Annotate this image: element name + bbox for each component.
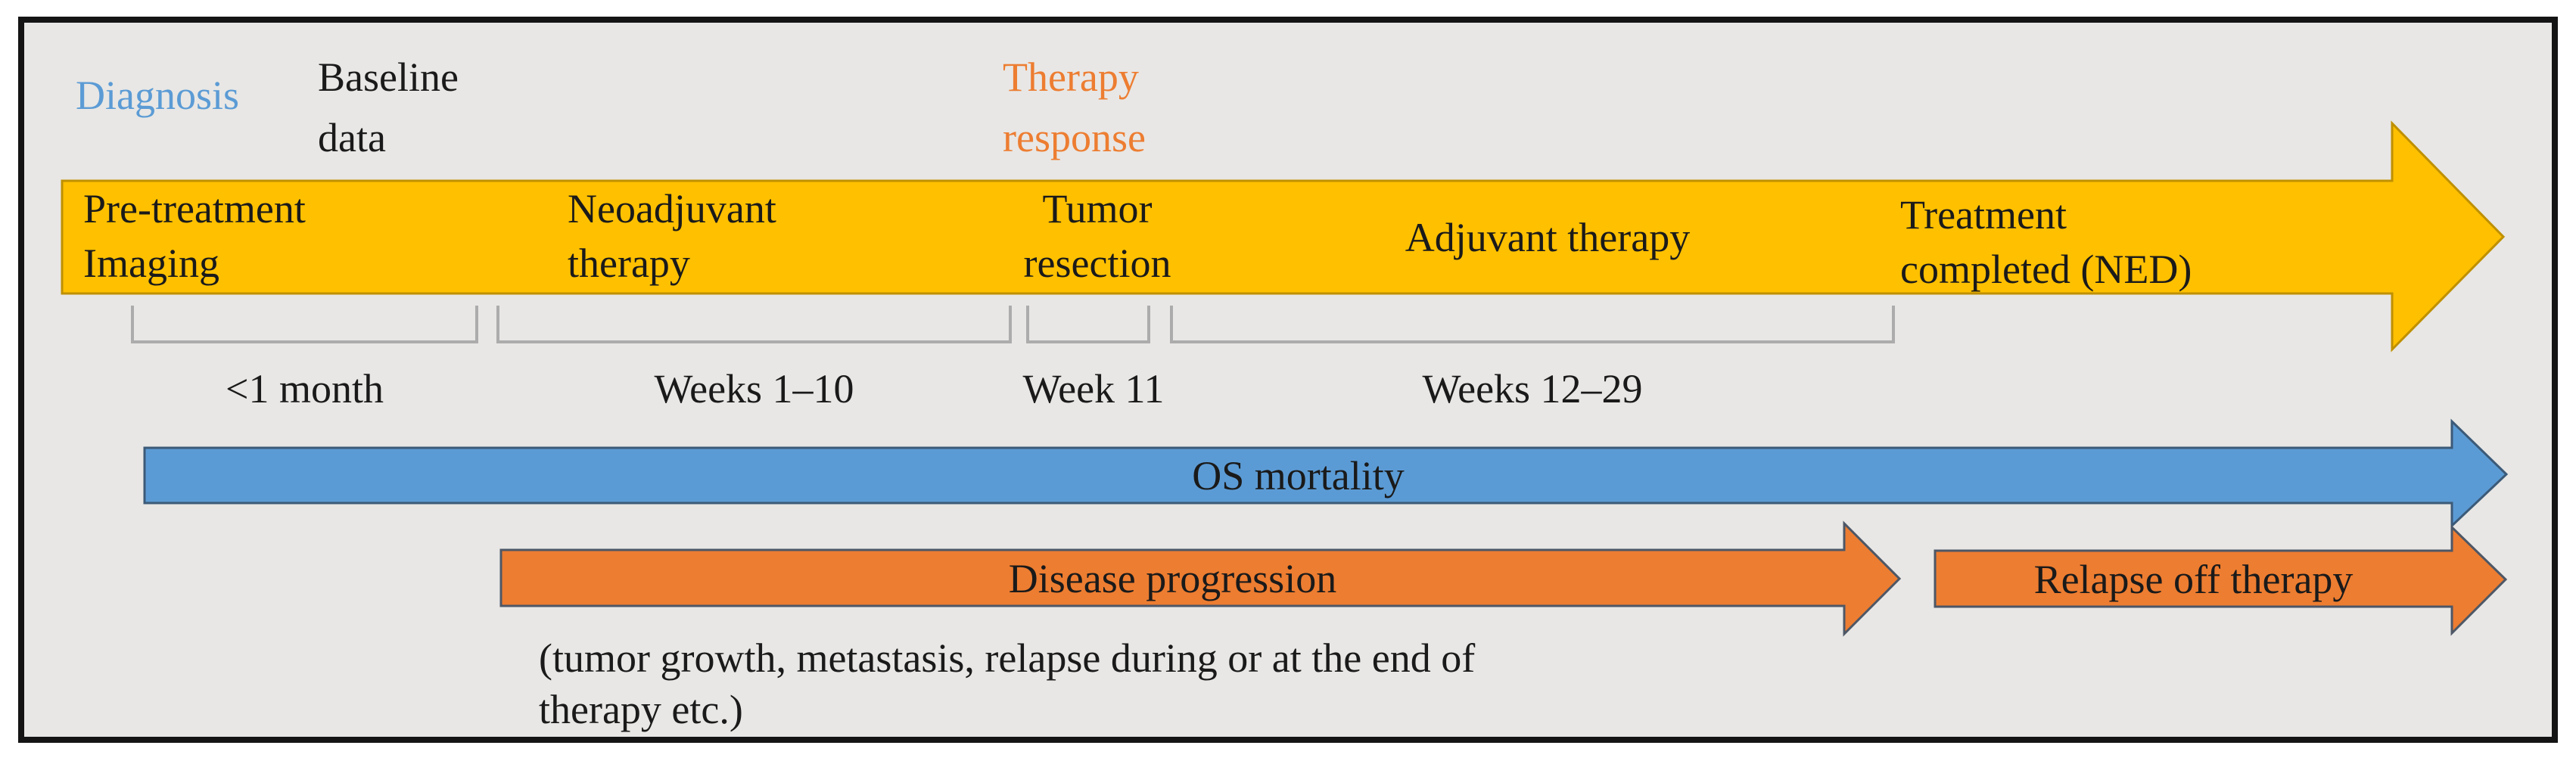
stage-adjuvant-therapy-label: Adjuvant therapy <box>1405 214 1691 260</box>
therapy-response-label: Therapy response <box>1003 54 1146 160</box>
duration-label-weeks-12-29: Weeks 12–29 <box>1422 366 1643 412</box>
duration-bracket-3 <box>1026 306 1150 343</box>
os-mortality-label: OS mortality <box>1192 453 1405 498</box>
stage-neoadjuvant-therapy-label: Neoadjuvant therapy <box>568 186 776 286</box>
stage-tumor-resection-label: Tumor resection <box>1023 186 1171 286</box>
progression-caption: (tumor growth, metastasis, relapse durin… <box>539 635 1476 732</box>
duration-label-week-11: Week 11 <box>1022 366 1165 412</box>
timeline-arrow-shape <box>61 120 2506 352</box>
stage-pretreatment-imaging-label: Pre-treatment Imaging <box>83 186 306 286</box>
relapse-arrow-shape <box>1934 524 2508 636</box>
duration-label-weeks-1-10: Weeks 1–10 <box>654 366 854 412</box>
disease-progression-label: Disease progression <box>1008 555 1337 601</box>
baseline-data-label: Baseline data <box>318 54 459 160</box>
diagnosis-label: Diagnosis <box>76 73 239 118</box>
disease-progression-arrow-shape <box>499 520 1902 637</box>
duration-bracket-4 <box>1170 306 1895 343</box>
stage-treatment-completed-label: Treatment completed (NED) <box>1900 192 2192 292</box>
relapse-off-therapy-label: Relapse off therapy <box>2033 556 2354 602</box>
figure-frame <box>18 17 2558 743</box>
duration-label-1-month: <1 month <box>226 366 384 412</box>
duration-bracket-1 <box>131 306 478 343</box>
duration-bracket-2 <box>496 306 1012 343</box>
os-mortality-arrow-shape <box>143 418 2509 529</box>
